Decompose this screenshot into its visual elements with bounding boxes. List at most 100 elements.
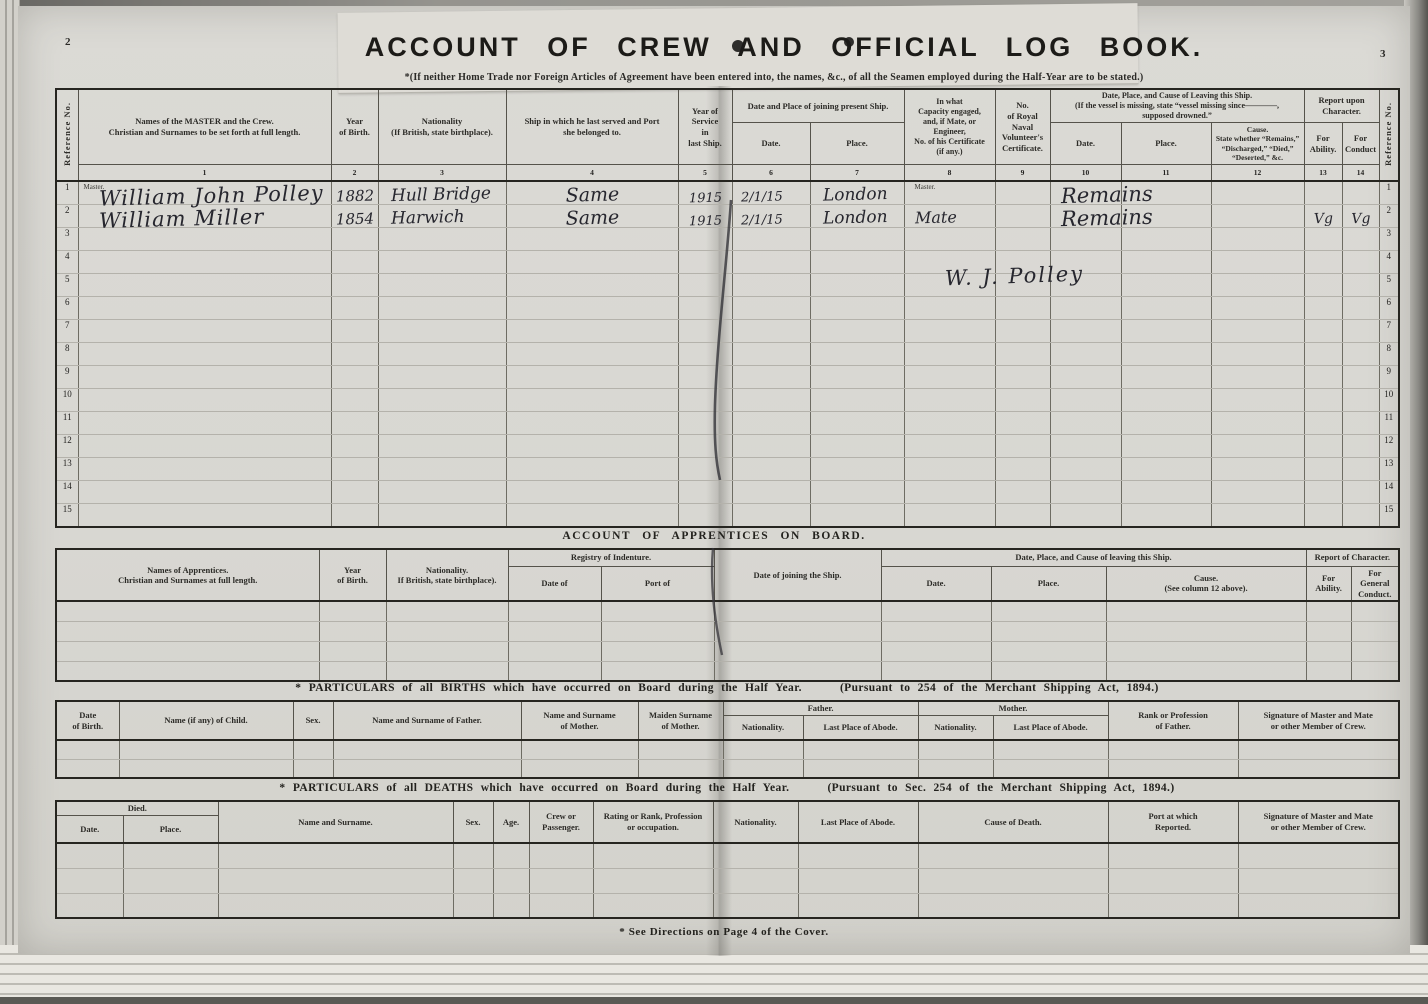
cell xyxy=(677,273,733,297)
crew-row-1: 1 Master. William John Polley 1882 Hull B… xyxy=(55,181,1400,211)
cell xyxy=(1237,759,1400,779)
cell xyxy=(77,365,332,389)
cell xyxy=(330,503,379,527)
apprentice-birth-header: Year of Birth. xyxy=(318,548,387,602)
cell xyxy=(77,319,332,343)
mother-group-header: Mother. xyxy=(917,700,1109,716)
cell xyxy=(77,457,332,481)
reference-no-header-left: Reference No. xyxy=(55,88,79,182)
cell xyxy=(217,868,454,894)
cell xyxy=(292,759,334,779)
reference-no-header-right: Reference No. xyxy=(1378,88,1400,182)
cell xyxy=(1305,601,1352,622)
cell xyxy=(55,641,320,662)
death-sex-header: Sex. xyxy=(452,800,494,844)
cell xyxy=(1210,457,1305,481)
cell xyxy=(994,296,1051,320)
hw-crew-name: William Miller xyxy=(98,204,265,233)
apprentice-report-group-header: Report of Character. xyxy=(1305,548,1400,567)
column-number: 12 xyxy=(1210,164,1305,182)
cell xyxy=(505,296,679,320)
cell xyxy=(990,601,1107,622)
rnv-cell xyxy=(994,204,1051,228)
column-number: 4 xyxy=(505,164,679,182)
cell xyxy=(677,319,733,343)
cell xyxy=(809,273,905,297)
hw-birth-year: 1854 xyxy=(335,209,374,229)
row-number: 14 xyxy=(55,480,79,504)
cell xyxy=(903,411,996,435)
death-row xyxy=(55,868,1400,894)
cell xyxy=(677,457,733,481)
cell xyxy=(992,740,1109,760)
cell xyxy=(994,457,1051,481)
cell xyxy=(122,893,219,919)
row-number: 3 xyxy=(55,227,79,251)
cell xyxy=(507,641,602,662)
cell xyxy=(1120,227,1212,251)
cell xyxy=(1341,365,1380,389)
apprentices-table: Names of Apprentices. Christian and Surn… xyxy=(55,548,1401,683)
child-name-header: Name (if any) of Child. xyxy=(118,700,294,741)
column-number: 13 xyxy=(1303,164,1343,182)
cell xyxy=(1120,365,1212,389)
cell xyxy=(1049,457,1122,481)
cell xyxy=(797,868,919,894)
cell xyxy=(917,843,1109,869)
last-ship-cell: Same xyxy=(505,181,679,207)
cell xyxy=(1210,365,1305,389)
cell xyxy=(330,480,379,504)
cell xyxy=(1341,273,1380,297)
cell xyxy=(917,759,994,779)
cell xyxy=(809,411,905,435)
cell xyxy=(731,480,811,504)
hw-conduct-mark: Vg xyxy=(1350,210,1371,228)
conduct-header: For Conduct xyxy=(1341,122,1380,165)
apprentice-joining-header: Date of joining the Ship. xyxy=(713,548,882,602)
cell xyxy=(1120,388,1212,412)
row-number: 4 xyxy=(55,250,79,274)
column-number: 8 xyxy=(903,164,996,182)
cell xyxy=(528,843,594,869)
conduct-cell: Vg xyxy=(1341,204,1380,228)
apprentice-conduct-header: For General Conduct. xyxy=(1350,565,1400,602)
registry-date-header: Date of xyxy=(507,565,602,602)
apprentice-ability-header: For Ability. xyxy=(1305,565,1352,602)
cell xyxy=(377,503,507,527)
cell xyxy=(1105,621,1307,642)
capacity-cell: Master. xyxy=(903,181,996,205)
cell xyxy=(731,434,811,458)
cell xyxy=(1210,319,1305,343)
hw-ability-mark: Vg xyxy=(1313,210,1333,228)
cell xyxy=(1120,434,1212,458)
cell xyxy=(1303,227,1343,251)
row-number: 11 xyxy=(55,411,79,435)
hw-join-date: 2/1/15 xyxy=(740,212,783,229)
birth-signature-header: Signature of Master and Mate or other Me… xyxy=(1237,700,1400,741)
leaving-cell: Remains xyxy=(1049,204,1152,231)
book-left-page-edges xyxy=(0,0,20,954)
cell xyxy=(505,342,679,366)
logbook-page: 2 3 ACCOUNT OF CREW AND OFFICIAL LOG BOO… xyxy=(18,3,1410,956)
cell xyxy=(1049,411,1122,435)
cell xyxy=(1210,342,1305,366)
cell xyxy=(712,868,799,894)
death-signature-header: Signature of Master and Mate or other Me… xyxy=(1237,800,1400,844)
cell xyxy=(677,227,733,251)
cell xyxy=(677,411,733,435)
cell xyxy=(994,480,1051,504)
cell xyxy=(731,227,811,251)
cell xyxy=(1210,434,1305,458)
cell xyxy=(55,661,320,682)
cell xyxy=(994,388,1051,412)
cell xyxy=(528,868,594,894)
crew-row: 13 13 xyxy=(55,457,1400,481)
cell xyxy=(377,365,507,389)
cell xyxy=(507,661,602,682)
crew-row-2: 2 William Miller 1854 Harwich Same 1915 … xyxy=(55,204,1400,233)
page-footnote: * See Directions on Page 4 of the Cover. xyxy=(619,926,829,938)
ability-header: For Ability. xyxy=(1303,122,1343,165)
cell xyxy=(600,641,715,662)
crew-row: 14 14 xyxy=(55,480,1400,504)
